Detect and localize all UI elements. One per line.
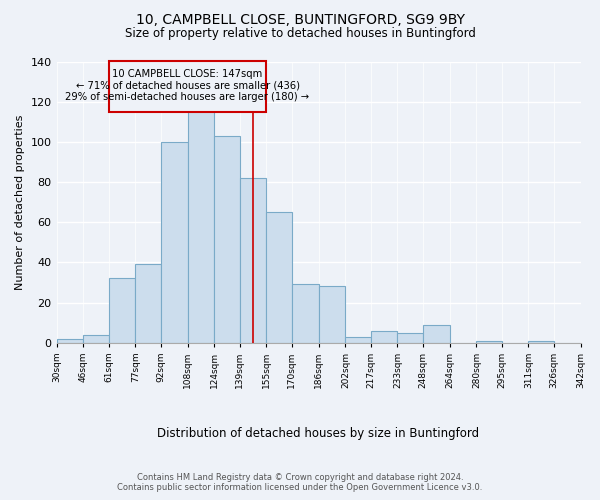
Bar	[422, 324, 449, 342]
Bar	[266, 212, 292, 342]
Text: Size of property relative to detached houses in Buntingford: Size of property relative to detached ho…	[125, 28, 475, 40]
Text: 10 CAMPBELL CLOSE: 147sqm
← 71% of detached houses are smaller (436)
29% of semi: 10 CAMPBELL CLOSE: 147sqm ← 71% of detac…	[65, 69, 310, 102]
Bar	[529, 340, 554, 342]
Bar	[371, 330, 397, 342]
Bar	[56, 338, 83, 342]
Text: Contains HM Land Registry data © Crown copyright and database right 2024.
Contai: Contains HM Land Registry data © Crown c…	[118, 473, 482, 492]
Bar	[319, 286, 346, 343]
Y-axis label: Number of detached properties: Number of detached properties	[15, 114, 25, 290]
Bar	[188, 108, 214, 342]
Bar	[239, 178, 266, 342]
X-axis label: Distribution of detached houses by size in Buntingford: Distribution of detached houses by size …	[157, 427, 479, 440]
Bar	[136, 264, 161, 342]
Bar	[83, 334, 109, 342]
Bar	[397, 332, 422, 342]
Bar	[109, 62, 266, 112]
Bar	[346, 336, 371, 342]
Bar	[109, 278, 136, 342]
Bar	[292, 284, 319, 343]
Bar	[161, 142, 188, 342]
Text: 10, CAMPBELL CLOSE, BUNTINGFORD, SG9 9BY: 10, CAMPBELL CLOSE, BUNTINGFORD, SG9 9BY	[136, 12, 464, 26]
Bar	[214, 136, 239, 342]
Bar	[476, 340, 502, 342]
